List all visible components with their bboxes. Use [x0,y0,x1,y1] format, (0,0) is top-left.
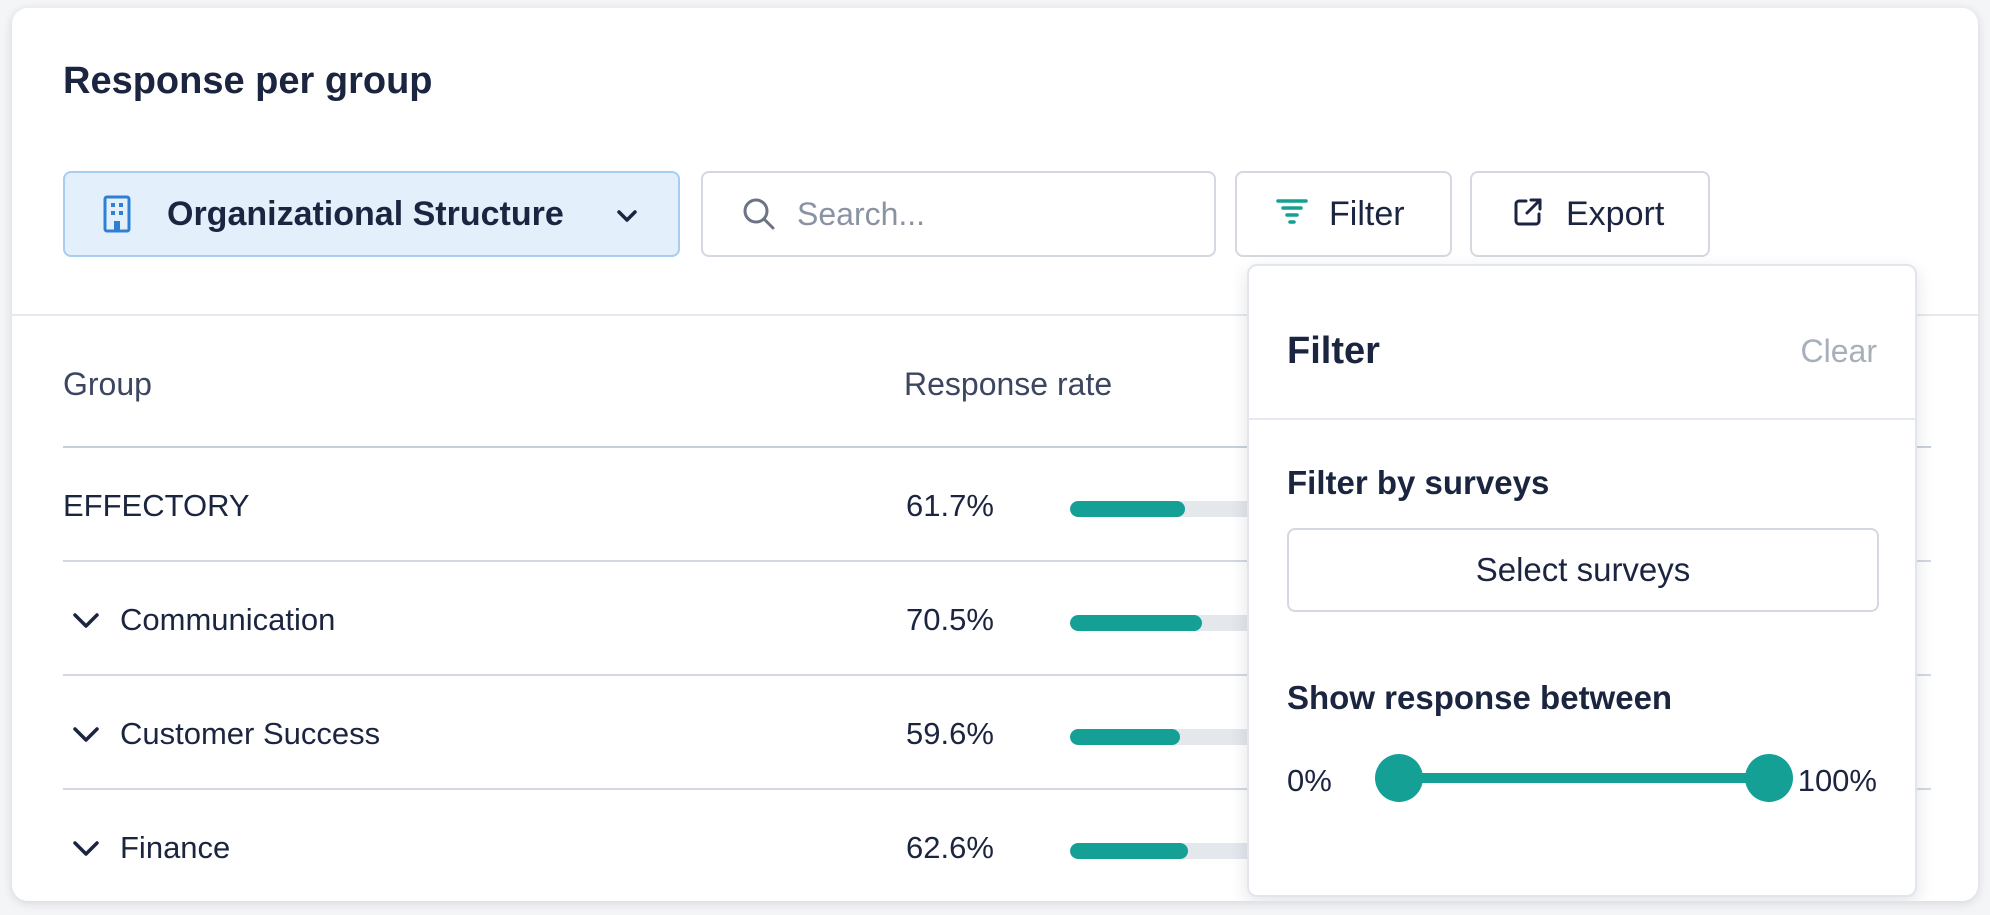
range-min-label: 0% [1287,763,1332,798]
clear-filters-button[interactable]: Clear [1800,333,1877,369]
expand-chevron-icon[interactable] [69,832,103,866]
export-button-label: Export [1566,194,1665,233]
response-range-slider[interactable] [1375,750,1793,806]
group-name: Communication [120,602,336,637]
building-icon [101,193,135,235]
slider-track[interactable] [1399,773,1769,783]
group-structure-label: Organizational Structure [167,194,564,233]
expand-chevron-icon[interactable] [69,718,103,752]
filter-by-surveys-heading: Filter by surveys [1287,464,1550,501]
response-rate-value: 62.6% [906,830,994,865]
filter-popover-divider [1249,418,1915,420]
response-rate-bar-fill [1070,501,1186,517]
response-range-heading: Show response between [1287,679,1673,716]
toolbar-divider [12,314,1978,316]
select-surveys-button[interactable]: Select surveys [1287,528,1879,612]
filter-button[interactable]: Filter [1235,171,1452,257]
filter-popover: Filter Clear Filter by surveys Select su… [1247,264,1917,897]
header-divider [63,446,1931,448]
response-rate-bar-fill [1070,729,1181,745]
column-header-group[interactable]: Group [63,366,152,402]
card-title: Response per group [63,60,433,102]
external-link-icon [1512,196,1544,233]
response-rate-bar-fill [1070,615,1202,631]
filter-icon [1275,195,1309,234]
expand-chevron-icon[interactable] [69,604,103,638]
table-row[interactable]: Communication 70.5% [63,562,1931,676]
response-rate-value: 59.6% [906,716,994,751]
group-structure-select[interactable]: Organizational Structure [63,171,680,257]
filter-popover-title: Filter [1287,330,1380,372]
response-rate-value: 61.7% [906,488,994,523]
response-rate-bar-fill [1070,843,1188,859]
slider-min-handle[interactable] [1375,754,1423,802]
table-row[interactable]: EFFECTORY 61.7% [63,448,1931,562]
group-name: Finance [120,830,231,865]
column-header-response-rate[interactable]: Response rate [904,366,1113,402]
search-icon [741,196,777,232]
search-input[interactable] [797,195,1177,233]
slider-max-handle[interactable] [1745,754,1793,802]
response-per-group-card: Response per group Organizational Struct… [12,8,1978,901]
group-name: Customer Success [120,716,381,751]
export-button[interactable]: Export [1470,171,1710,257]
search-box[interactable] [701,171,1216,257]
filter-button-label: Filter [1329,194,1405,233]
chevron-down-icon [612,201,642,231]
response-rate-value: 70.5% [906,602,994,637]
range-max-label: 100% [1797,763,1877,798]
group-name: EFFECTORY [63,488,250,523]
